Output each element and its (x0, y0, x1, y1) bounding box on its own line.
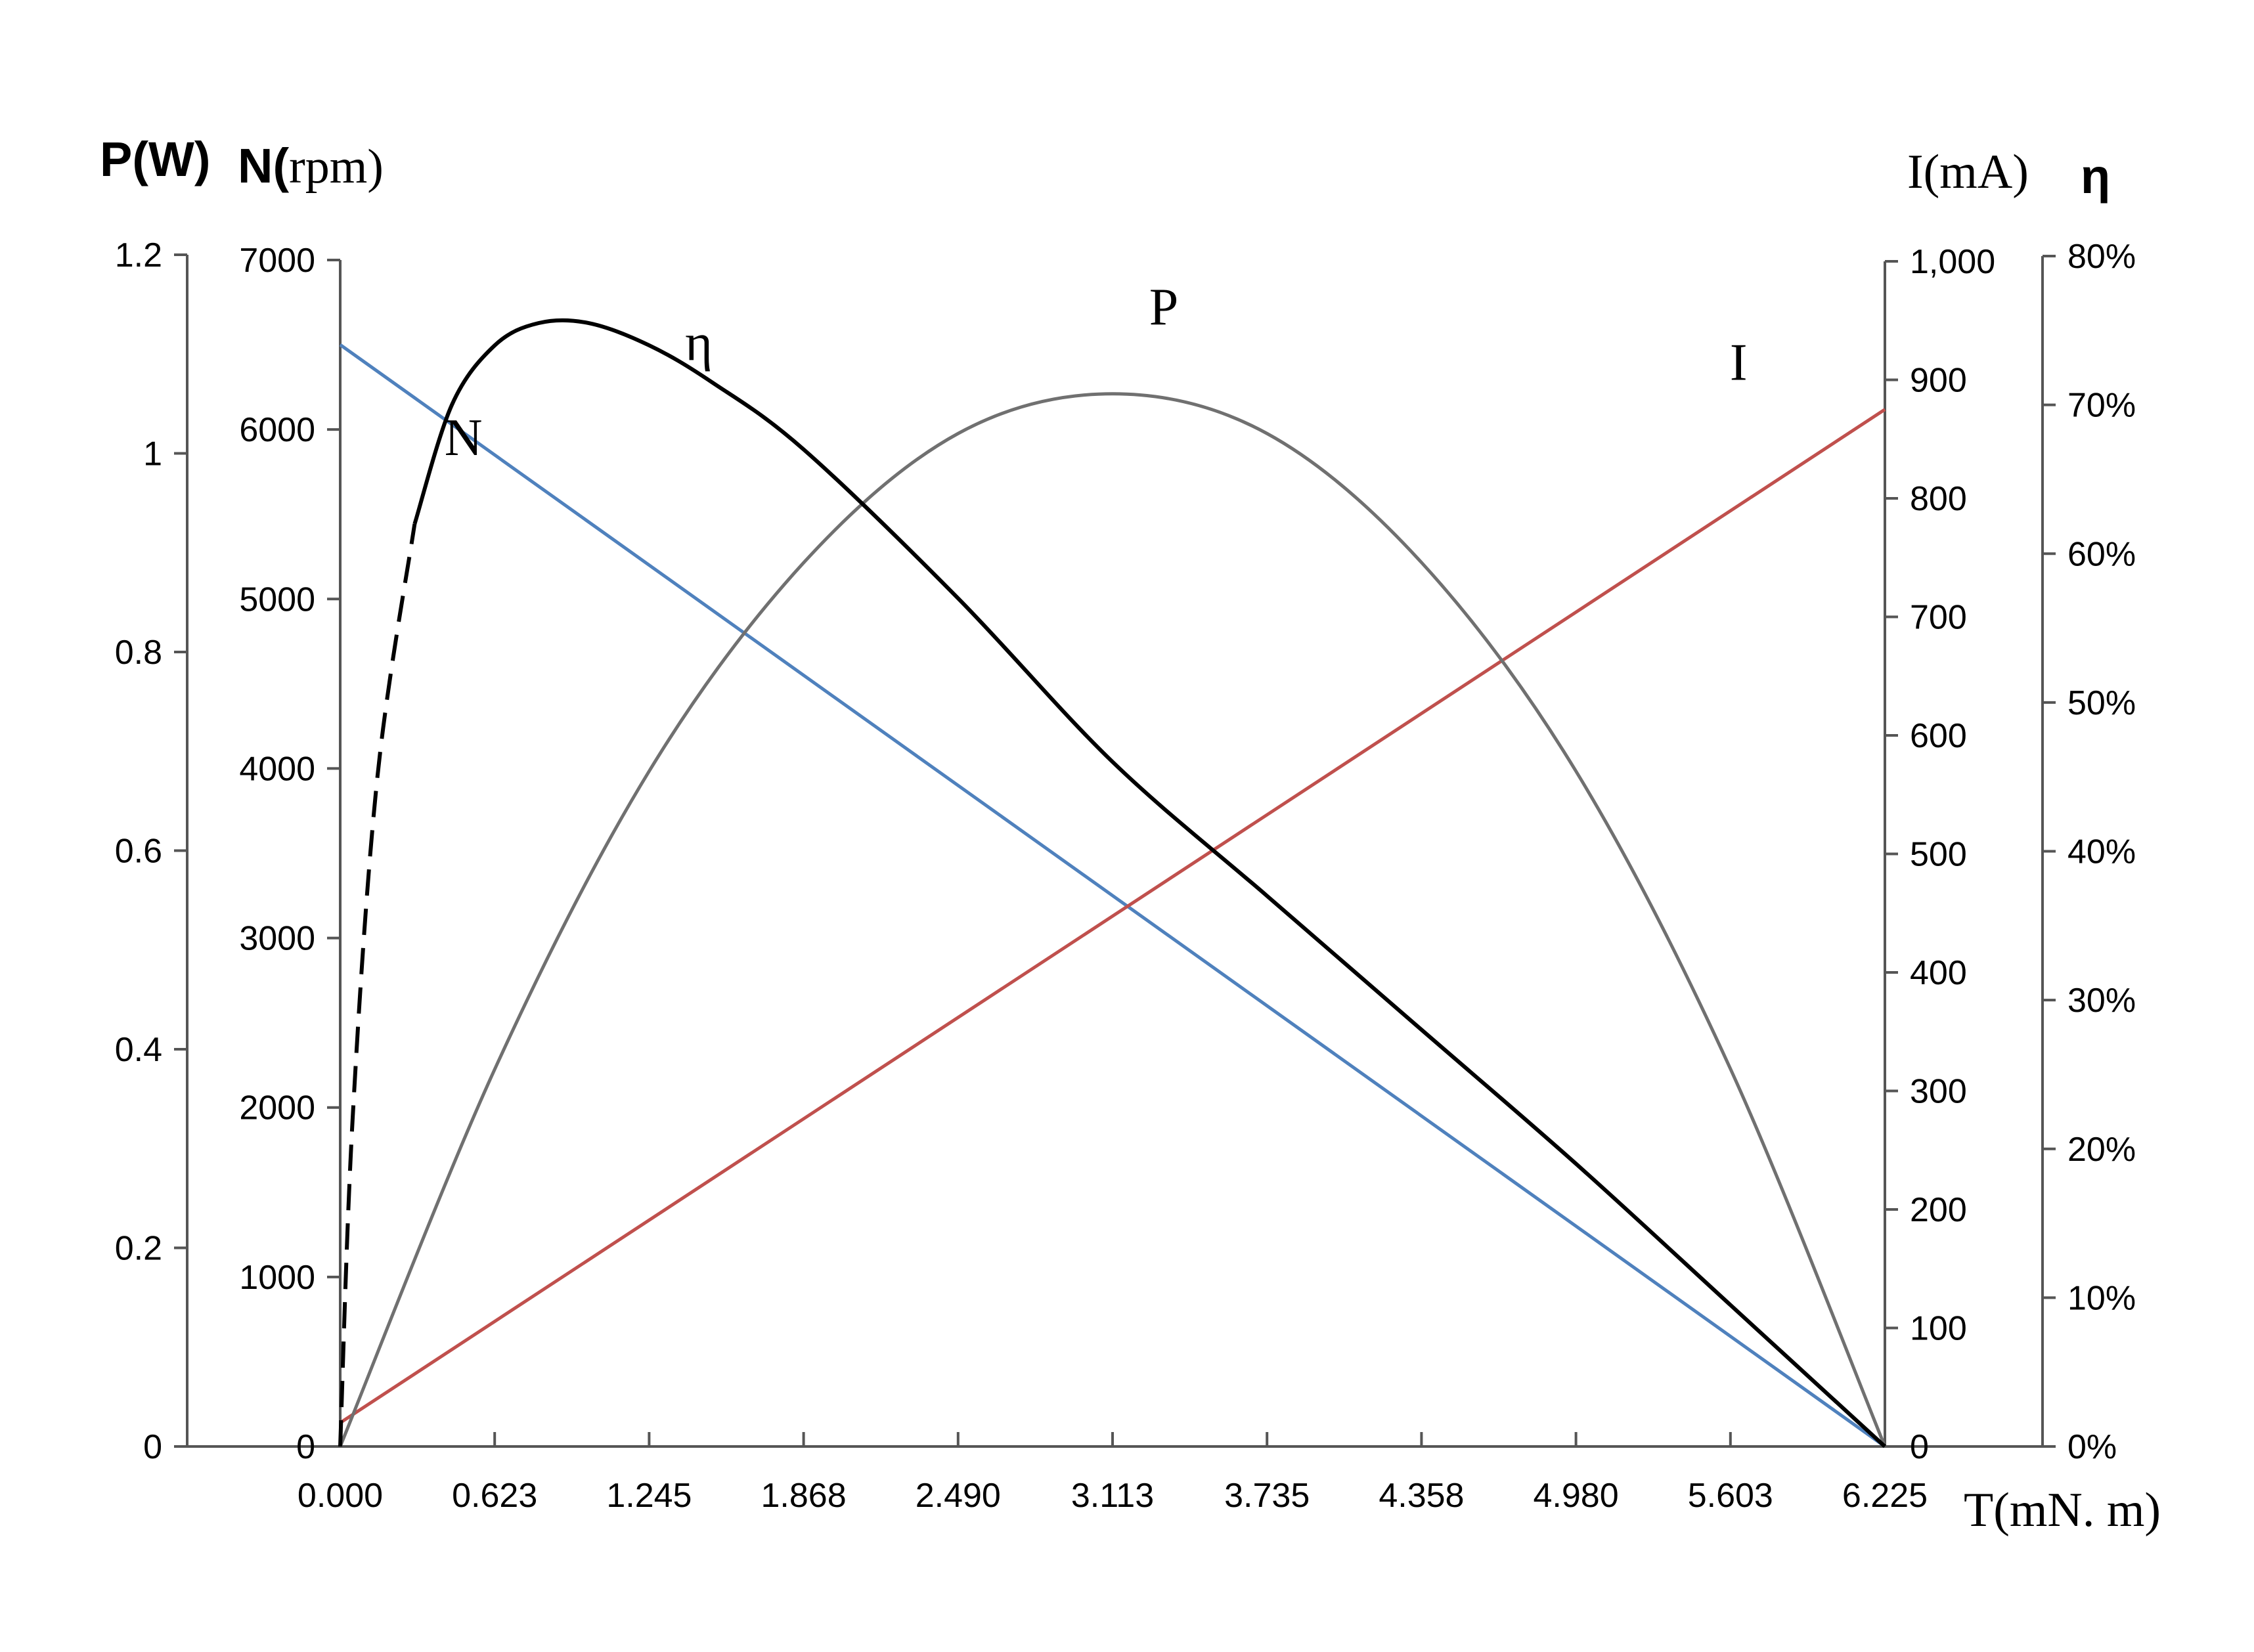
series-eta-line (412, 318, 1887, 1448)
p-tick-label: 0 (143, 1428, 162, 1466)
x-tick-label: 0.623 (452, 1477, 537, 1515)
series-p-line (338, 392, 1887, 1447)
eta-tick-label: 80% (2067, 238, 2136, 276)
i-tick-label: 300 (1910, 1073, 1967, 1111)
p-tick-label: 0.8 (115, 634, 162, 672)
n-tick-label: 1000 (239, 1259, 315, 1297)
x-tick-label: 2.490 (916, 1477, 1001, 1515)
ticks: 00.20.40.60.811.201000200030004000500060… (115, 236, 2136, 1515)
n-tick-label: 7000 (239, 242, 315, 280)
series-lines (338, 318, 1887, 1448)
i-tick-label: 900 (1910, 362, 1967, 400)
n-axis-title-unit: rpm) (289, 140, 384, 194)
p-tick-label: 0.2 (115, 1230, 162, 1268)
p-tick-label: 1.2 (115, 236, 162, 274)
i-tick-label: 400 (1910, 954, 1967, 992)
x-tick-label: 0.000 (298, 1477, 383, 1515)
series-i-line (339, 408, 1886, 1424)
curve-label-p: P (1149, 278, 1179, 336)
i-tick-label: 700 (1910, 599, 1967, 637)
eta-tick-label: 0% (2067, 1428, 2117, 1466)
p-axis-title: P(W) (100, 132, 211, 186)
curve-labels: N I Pη (445, 278, 1748, 467)
n-tick-label: 3000 (239, 920, 315, 958)
n-tick-label: 4000 (239, 750, 315, 788)
n-axis-title-bold: N( (238, 139, 289, 193)
eta-tick-label: 50% (2067, 684, 2136, 722)
series-n-line (339, 343, 1886, 1448)
p-tick-label: 1 (143, 435, 162, 473)
n-tick-label: 2000 (239, 1089, 315, 1127)
p-tick-label: 0.4 (115, 1031, 162, 1069)
eta-axis-title: η (2081, 149, 2110, 204)
x-tick-label: 4.358 (1379, 1477, 1464, 1515)
curve-label-n: N (445, 409, 483, 467)
i-tick-label: 100 (1910, 1310, 1967, 1348)
i-tick-label: 800 (1910, 480, 1967, 518)
i-tick-label: 500 (1910, 836, 1967, 874)
n-tick-label: 5000 (239, 580, 315, 619)
i-tick-label: 0 (1910, 1428, 1929, 1466)
n-tick-label: 0 (296, 1428, 315, 1466)
x-tick-label: 1.245 (606, 1477, 692, 1515)
x-tick-label: 1.868 (761, 1477, 847, 1515)
n-axis-title: N(rpm) (238, 139, 384, 194)
n-tick-label: 6000 (239, 411, 315, 449)
labels: P(W) N(rpm) I(mA) η T(mN. m) (100, 132, 2161, 1537)
x-tick-label: 3.735 (1224, 1477, 1310, 1515)
i-axis-title: I(mA) (1907, 145, 2029, 199)
curve-label-eta: η (685, 315, 713, 372)
i-tick-label: 600 (1910, 717, 1967, 755)
curve-label-i: I (1730, 334, 1748, 392)
series-eta-line-dashed (338, 523, 417, 1447)
eta-tick-label: 30% (2067, 982, 2136, 1020)
x-axis-title: T(mN. m) (1964, 1483, 2161, 1537)
eta-tick-label: 70% (2067, 387, 2136, 425)
i-tick-label: 200 (1910, 1191, 1967, 1229)
x-tick-label: 5.603 (1688, 1477, 1773, 1515)
eta-tick-label: 10% (2067, 1279, 2136, 1317)
eta-tick-label: 20% (2067, 1131, 2136, 1169)
x-tick-label: 3.113 (1071, 1477, 1154, 1515)
eta-tick-label: 40% (2067, 833, 2136, 871)
x-tick-label: 6.225 (1842, 1477, 1928, 1515)
eta-tick-label: 60% (2067, 535, 2136, 573)
x-tick-label: 4.980 (1534, 1477, 1619, 1515)
p-tick-label: 0.6 (115, 833, 162, 871)
i-tick-label: 1,000 (1910, 243, 1995, 281)
